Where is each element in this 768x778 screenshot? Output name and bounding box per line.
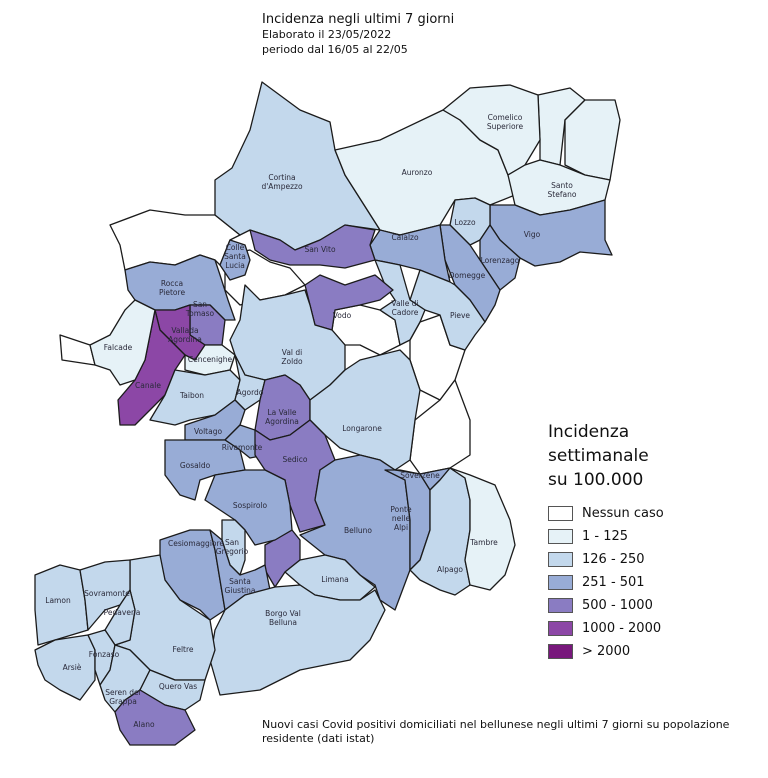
- municipality-label: Pieve: [450, 311, 470, 320]
- legend-item: 1 - 125: [548, 525, 664, 548]
- municipality-label: Pedavena: [104, 608, 141, 617]
- legend-items: Nessun caso 1 - 125 126 - 250 251 - 501 500 …: [548, 502, 664, 663]
- municipality-label: Cesiomaggiore: [168, 539, 224, 548]
- municipality-label: Agordo: [237, 388, 264, 397]
- legend-label: 500 - 1000: [582, 598, 653, 613]
- map-title: Incidenza negli ultimi 7 giorni: [262, 12, 455, 27]
- municipality-label: San Vito: [304, 245, 335, 254]
- municipality-label: Lamon: [45, 596, 71, 605]
- municipality-sospirolo: [204, 469, 293, 546]
- municipality-label: Rivamonte: [222, 443, 263, 452]
- municipality-san-vito: [249, 224, 376, 269]
- municipality-unlabeled: [59, 334, 96, 366]
- footnote: Nuovi casi Covid positivi domiciliati ne…: [262, 718, 730, 745]
- municipality-unlabeled: [564, 99, 621, 181]
- municipality-label: Lorenzago: [481, 256, 520, 265]
- legend-item: 1000 - 2000: [548, 617, 664, 640]
- municipality-label: Domegge: [449, 271, 486, 280]
- legend-item: 126 - 250: [548, 548, 664, 571]
- municipality-label: Fonzaso: [89, 650, 120, 659]
- municipality-label: Vallada Agordina: [168, 326, 202, 344]
- legend-swatch: [548, 621, 573, 636]
- municipality-label: Val di Zoldo: [281, 348, 303, 366]
- legend: Incidenza settimanale su 100.000 Nessun …: [548, 420, 664, 663]
- legend-label: 126 - 250: [582, 552, 645, 567]
- legend-label: > 2000: [582, 644, 631, 659]
- legend-item: > 2000: [548, 640, 664, 663]
- municipality-label: Ponte nelle Alpi: [390, 505, 412, 532]
- municipality-unlabeled: [409, 379, 471, 475]
- municipality-alano: [114, 689, 196, 746]
- municipality-label: Valle di Cadore: [391, 299, 418, 317]
- legend-swatch: [548, 506, 573, 521]
- municipality-label: Sovramonte: [84, 589, 130, 598]
- legend-swatch: [548, 552, 573, 567]
- legend-label: 1 - 125: [582, 529, 629, 544]
- municipality-colle-santa-lucia: [219, 239, 251, 281]
- legend-title-line3: su 100.000: [548, 470, 644, 490]
- municipality-label: Alpago: [437, 565, 463, 574]
- municipality-label: Auronzo: [402, 168, 433, 177]
- municipality-label: Colle Santa Lucia: [224, 243, 246, 270]
- municipality-label: Soverzene: [400, 471, 440, 480]
- municipality-unlabeled: [537, 87, 586, 166]
- municipality-label: Alano: [133, 720, 155, 729]
- municipality-label: Seren del Grappa: [105, 688, 141, 706]
- municipality-lamon: [34, 564, 89, 646]
- municipality-label: Santo Stefano: [548, 181, 577, 199]
- municipality-agordo: [234, 354, 266, 411]
- municipality-falcade: [89, 299, 156, 386]
- municipality-valle-di-cadore: [374, 259, 426, 346]
- municipality-label: Cortina d'Ampezzo: [261, 173, 303, 191]
- legend-label: Nessun caso: [582, 506, 664, 521]
- municipality-borgo-val-belluna: [209, 584, 386, 696]
- municipality-label: Sospirolo: [233, 501, 268, 510]
- legend-title-line2: settimanale: [548, 446, 649, 466]
- municipality-tambre: [449, 467, 516, 591]
- municipality-label: Lozzo: [454, 218, 476, 227]
- municipality-label: Tambre: [469, 538, 498, 547]
- legend-swatch: [548, 644, 573, 659]
- municipality-label: Calalzo: [391, 233, 419, 242]
- municipality-belluno: [299, 454, 411, 611]
- legend-label: 251 - 501: [582, 575, 645, 590]
- municipality-label: Vodo: [333, 311, 352, 320]
- legend-item: Nessun caso: [548, 502, 664, 525]
- municipality-label: Santa Giustina: [225, 577, 256, 595]
- municipality-arsi-: [34, 634, 96, 701]
- municipality-label: Limana: [321, 575, 349, 584]
- legend-item: 500 - 1000: [548, 594, 664, 617]
- municipality-label: Comelico Superiore: [487, 113, 524, 131]
- legend-item: 251 - 501: [548, 571, 664, 594]
- municipality-label: La Valle Agordina: [265, 408, 299, 426]
- municipality-label: Arsiè: [63, 663, 82, 672]
- municipality-label: Vigo: [524, 230, 541, 239]
- municipality-santa-giustina: [209, 529, 271, 611]
- municipality-label: Rocca Pietore: [159, 279, 186, 297]
- municipality-label: Longarone: [342, 424, 382, 433]
- map-header: Incidenza negli ultimi 7 giorni Elaborat…: [262, 12, 454, 57]
- municipality-label: Gosaldo: [180, 461, 211, 470]
- municipality-label: Canale: [135, 381, 161, 390]
- legend-label: 1000 - 2000: [582, 621, 662, 636]
- municipality-label: Taibon: [179, 391, 204, 400]
- municipality-longarone: [309, 349, 421, 471]
- legend-swatch: [548, 529, 573, 544]
- municipality-label: Belluno: [344, 526, 372, 535]
- municipality-label: Voltago: [194, 427, 223, 436]
- map-subtitle-period: periodo dal 16/05 al 22/05: [262, 43, 408, 56]
- municipality-label: Quero Vas: [159, 682, 197, 691]
- map-subtitle-date: Elaborato il 23/05/2022: [262, 28, 392, 41]
- municipality-label: Cencenighe: [188, 355, 233, 364]
- municipality-label: Feltre: [172, 645, 193, 654]
- municipality-label: Falcade: [104, 343, 133, 352]
- legend-swatch: [548, 575, 573, 590]
- municipality-label: Borgo Val Belluna: [265, 609, 301, 627]
- legend-swatch: [548, 598, 573, 613]
- legend-title-line1: Incidenza: [548, 422, 630, 442]
- municipality-label: Sedico: [283, 455, 308, 464]
- municipality-label: San Gregorio: [216, 538, 249, 556]
- municipality-label: San Tomaso: [185, 300, 215, 318]
